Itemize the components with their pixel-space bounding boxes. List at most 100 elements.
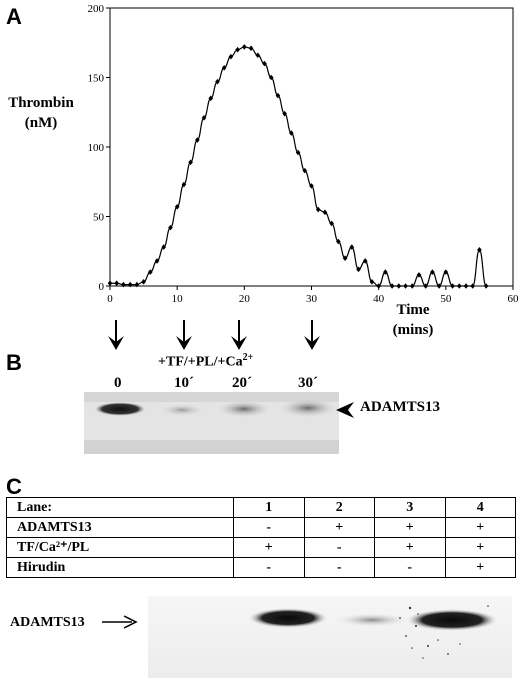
table-row: Hirudin - - - +: [6, 557, 516, 578]
data-point: [161, 244, 167, 250]
x-axis-label-line2: (mins): [392, 322, 434, 338]
data-point: [456, 283, 462, 289]
data-point: [450, 283, 455, 289]
condition-label: +TF/+PL/+Ca2+: [158, 352, 253, 371]
x-tick-label: 20: [239, 293, 251, 305]
table-cell: TF/Ca²⁺/PL: [6, 537, 234, 558]
data-point: [416, 272, 422, 278]
data-point: [315, 206, 321, 213]
thrombin-generation-chart: 0 50 100 150 200 0 10 20 30 40 50 60: [88, 3, 520, 305]
data-point: [107, 280, 113, 287]
data-point: [383, 269, 388, 275]
data-point: [430, 269, 435, 275]
blot-band: [94, 402, 146, 416]
panel-letter-a: A: [6, 4, 22, 29]
panel-letter-c: C: [6, 474, 22, 499]
data-point: [262, 60, 267, 67]
data-point: [168, 224, 173, 231]
data-point: [275, 92, 281, 99]
table-header-cell: 1: [233, 497, 305, 518]
table-cell: +: [444, 517, 516, 538]
table-header-cell: Lane:: [6, 497, 234, 518]
data-point: [342, 255, 348, 261]
lane-label-0: 0: [114, 375, 122, 391]
table-row: Lane: 1 2 3 4: [6, 497, 516, 518]
data-point: [208, 95, 214, 102]
western-blot-b: [84, 392, 339, 454]
data-point: [329, 220, 334, 227]
y-tick-label: 150: [88, 73, 105, 85]
arrow-down-icon: [304, 320, 320, 350]
y-tick-label: 200: [88, 3, 105, 15]
table-cell: +: [374, 537, 446, 558]
y-tick-label: 100: [88, 142, 105, 154]
data-point: [436, 283, 442, 289]
table-cell: ADAMTS13: [6, 517, 234, 538]
band-label-b: ADAMTS13: [360, 399, 441, 415]
lane-label-20: 20´: [232, 375, 252, 391]
x-tick-label: 30: [306, 293, 318, 305]
arrowhead-left-icon: [336, 402, 354, 418]
data-point: [154, 258, 160, 264]
table-cell: +: [444, 537, 516, 558]
table-header-cell: 2: [303, 497, 375, 518]
arrow-down-icon: [108, 320, 124, 350]
table-cell: -: [233, 517, 305, 538]
data-point: [242, 44, 247, 50]
western-blot-c: [148, 596, 512, 678]
data-point: [470, 283, 475, 289]
plot-frame: [109, 7, 514, 287]
data-point: [121, 281, 126, 288]
data-point: [483, 283, 489, 289]
data-point: [295, 149, 301, 156]
data-point: [423, 283, 428, 289]
y-tick-label: 0: [99, 281, 105, 293]
table-header-cell: 3: [374, 497, 446, 518]
blot-band: [160, 404, 204, 416]
data-point: [282, 110, 287, 117]
blot-band: [406, 609, 498, 631]
table-cell: +: [444, 557, 516, 578]
lane-label-10: 10´: [174, 375, 194, 391]
data-point: [127, 281, 133, 288]
data-point: [403, 283, 408, 289]
panel-letter-b: B: [6, 350, 22, 375]
data-point: [409, 283, 415, 289]
data-point: [268, 74, 274, 81]
data-point: [134, 281, 140, 288]
table-header-cell: 4: [444, 497, 516, 518]
x-tick-label: 50: [440, 293, 452, 305]
sampling-arrows: [108, 320, 320, 350]
data-point: [114, 280, 120, 287]
data-point: [195, 137, 200, 143]
data-point: [289, 130, 294, 136]
table-cell: +: [233, 537, 305, 558]
table-cell: +: [374, 517, 446, 538]
data-point: [188, 159, 193, 166]
blot-band: [218, 401, 270, 417]
data-point: [349, 244, 355, 250]
arrow-right-icon: [102, 615, 138, 629]
data-point: [396, 283, 402, 289]
data-point: [181, 181, 187, 188]
table-cell: -: [303, 557, 375, 578]
data-point: [463, 283, 469, 289]
data-point: [221, 64, 227, 71]
series-line: [110, 46, 487, 287]
condition-superscript: 2+: [242, 352, 254, 363]
data-point: [215, 78, 220, 85]
y-axis-label-line2: (nM): [24, 115, 58, 131]
x-tick-label: 10: [172, 293, 184, 305]
arrow-down-icon: [176, 320, 192, 350]
data-point: [389, 283, 395, 289]
x-axis-label: Time (mins): [388, 300, 438, 340]
data-point: [201, 115, 207, 121]
x-tick-label: 0: [107, 293, 113, 305]
table-cell: Hirudin: [6, 557, 234, 578]
lane-label-30: 30´: [298, 375, 318, 391]
data-point: [336, 238, 341, 245]
x-tick-label: 60: [508, 293, 520, 305]
arrow-down-icon: [231, 320, 247, 350]
data-point: [443, 269, 449, 275]
table-cell: +: [303, 517, 375, 538]
